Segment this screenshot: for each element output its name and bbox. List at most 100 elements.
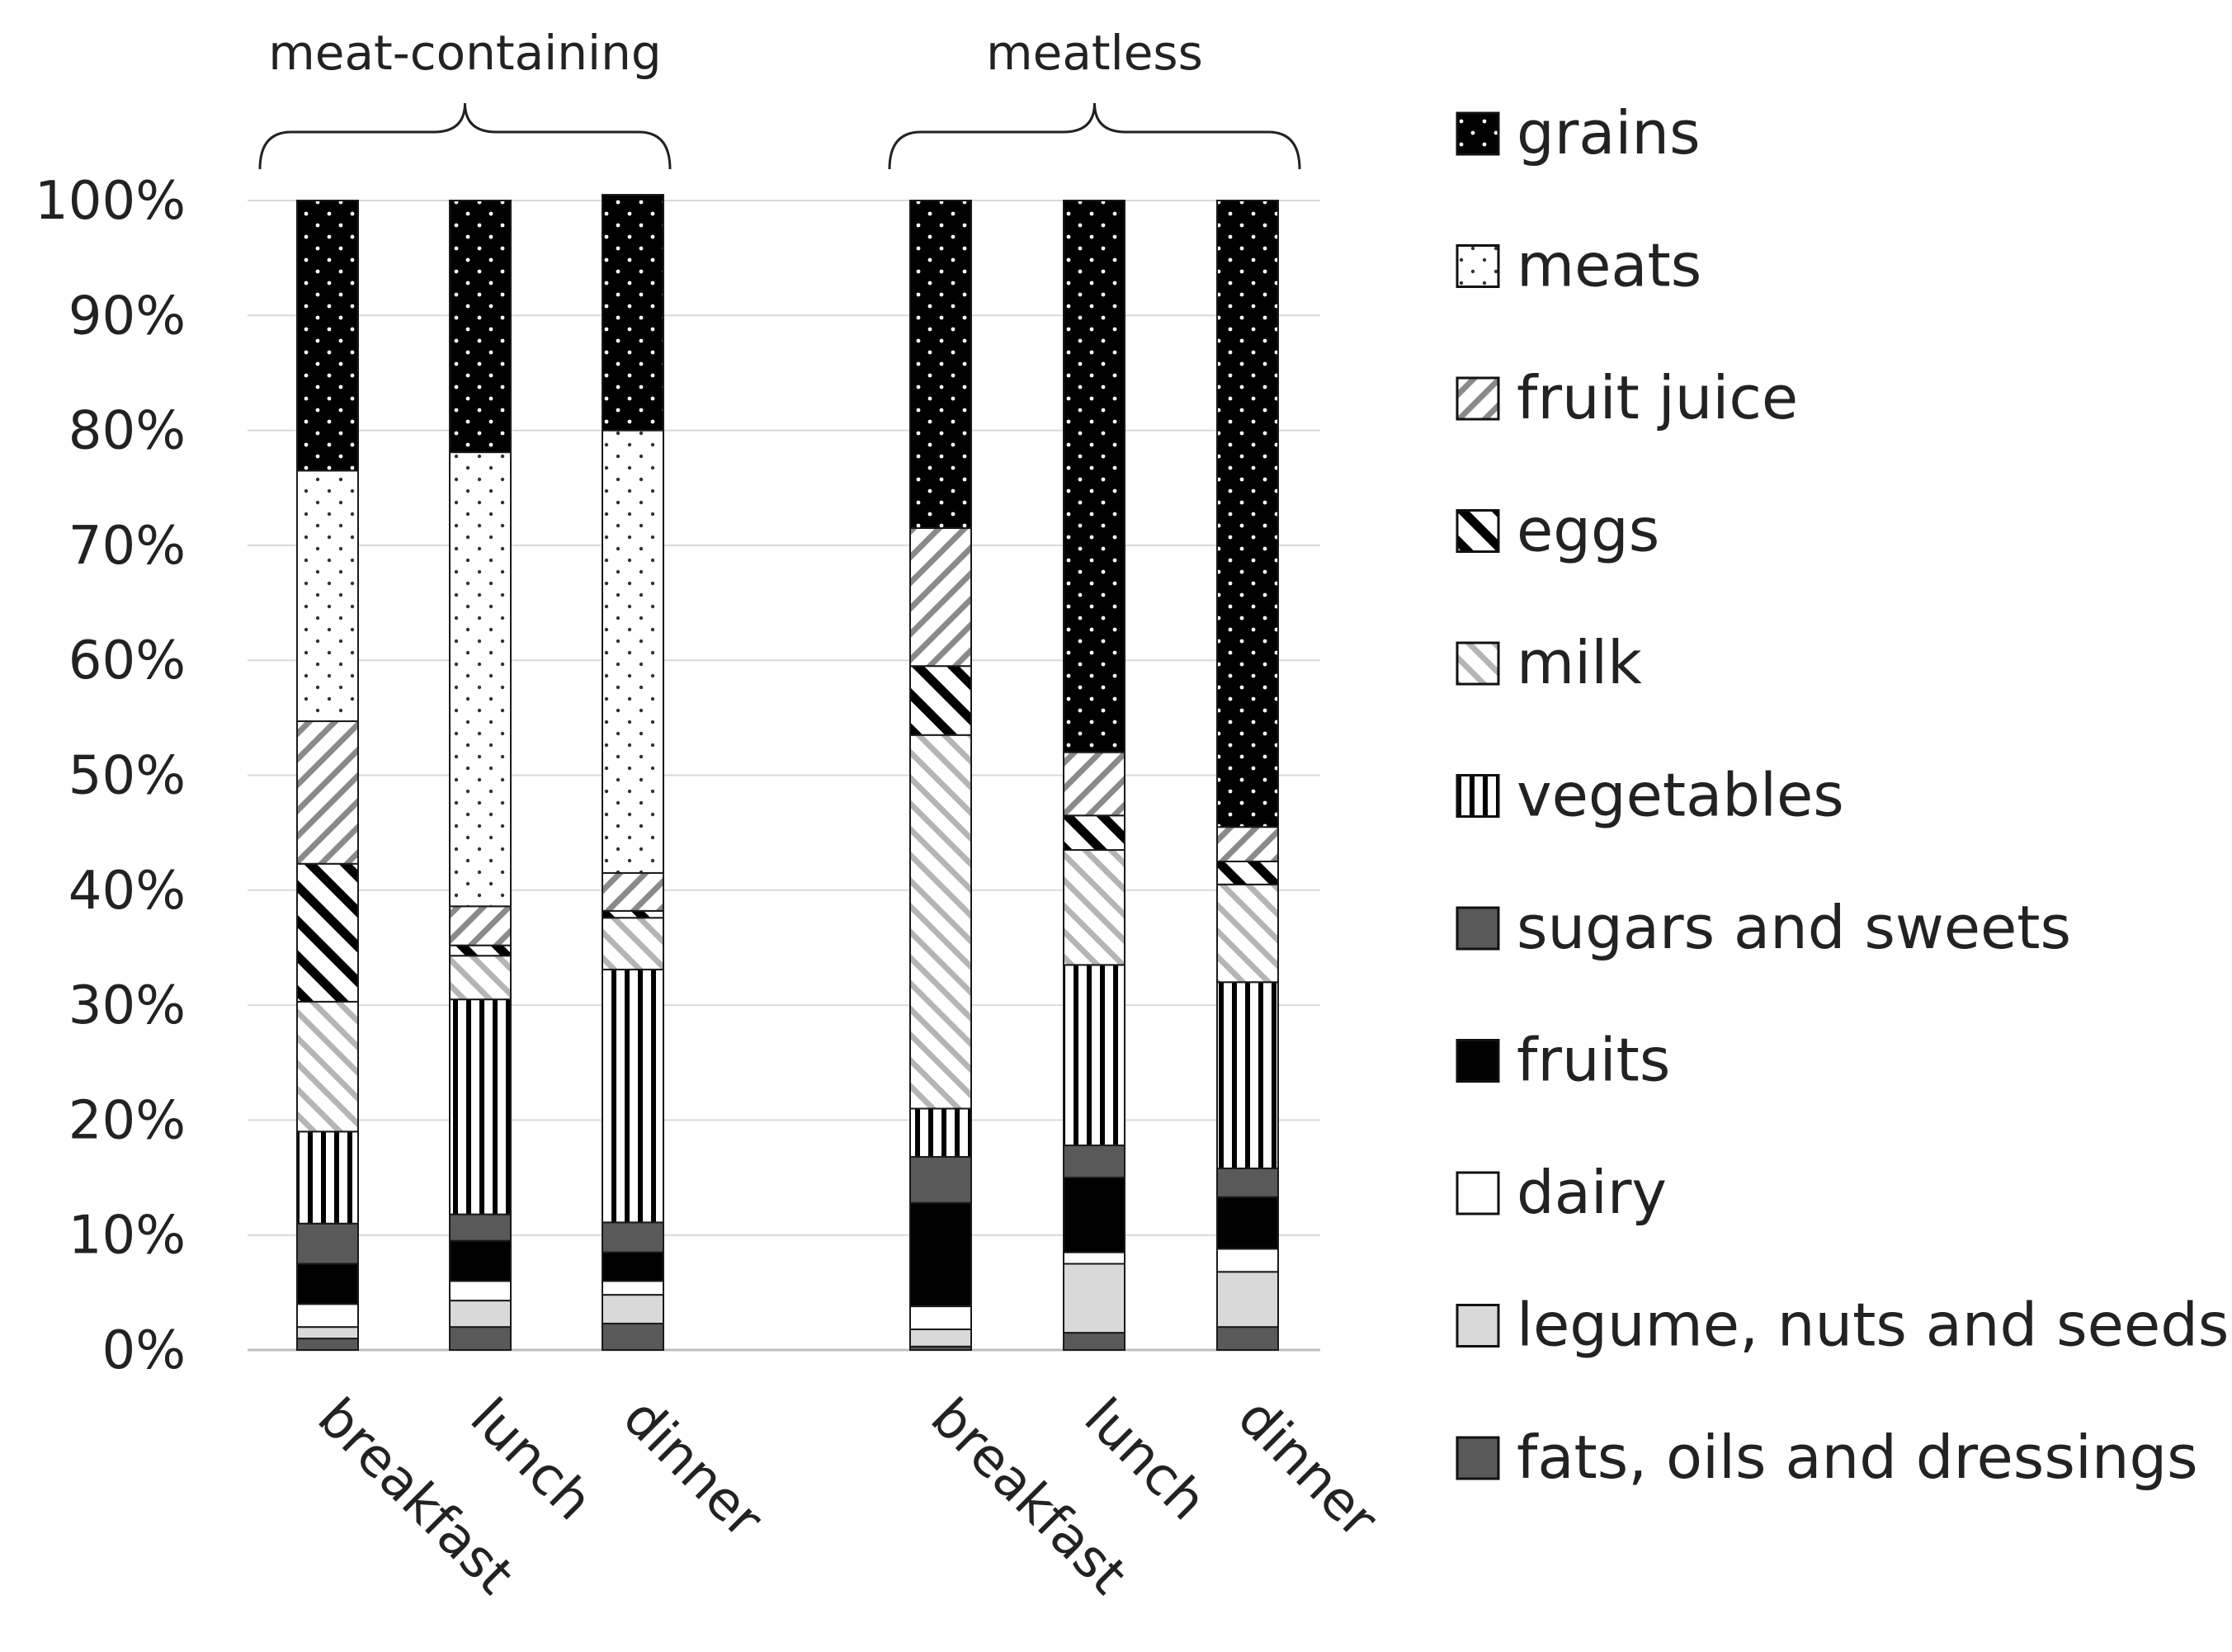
bar-segment-dairy — [1063, 1251, 1125, 1265]
bar-segment-legume-nuts-and-seeds — [1063, 1263, 1125, 1334]
legend-label: legume, nuts and seeds — [1517, 1291, 2229, 1360]
bar-segment-legume-nuts-and-seeds — [1216, 1271, 1279, 1329]
bar-segment-dairy — [449, 1280, 512, 1302]
bar-segment-fruits — [296, 1263, 359, 1305]
y-tick-label: 10% — [68, 1206, 186, 1267]
legend-swatch — [1456, 641, 1500, 686]
bar-segment-dairy — [602, 1280, 664, 1296]
legend-label: milk — [1517, 628, 1642, 697]
legend-label: grains — [1517, 98, 1701, 168]
bar-segment-fruit-juice — [1216, 826, 1279, 862]
legend-label: fats, oils and dressings — [1517, 1423, 2198, 1492]
bar-segment-grains — [449, 200, 512, 454]
bar-segment-grains — [296, 200, 359, 472]
legend-swatch — [1456, 509, 1500, 553]
legend-swatch — [1456, 376, 1500, 421]
bar-segment-fats-oils-and-dressings — [296, 1338, 359, 1351]
bar-segment-vegetables — [1216, 981, 1279, 1169]
bar-stack-breakfast — [296, 200, 359, 1351]
legend-item-fruit-juice: fruit juice — [1456, 363, 1798, 432]
bar-segment-fats-oils-and-dressings — [602, 1322, 664, 1352]
legend-item-dairy: dairy — [1456, 1158, 1667, 1227]
bar-segment-grains — [1216, 200, 1279, 828]
bar-segment-meats — [296, 470, 359, 723]
group-brackets: meat-containing meatless — [258, 25, 1301, 170]
bar-segment-sugars-and-sweets — [909, 1155, 972, 1204]
legend-swatch — [1456, 906, 1500, 951]
bar-segment-fruit-juice — [449, 905, 512, 946]
y-tick-label: 90% — [68, 286, 186, 347]
bar-segment-sugars-and-sweets — [296, 1222, 359, 1265]
bar-segment-eggs — [449, 944, 512, 957]
legend-item-eggs: eggs — [1456, 496, 1659, 565]
x-tick-label: lunch — [459, 1387, 604, 1532]
y-tick-label: 50% — [68, 746, 186, 807]
legend: grains meats fruit juice eggs milk vegetables… — [1456, 98, 2229, 1492]
bar-segment-meats — [449, 451, 512, 908]
bar-segment-vegetables — [1063, 964, 1125, 1147]
bar-segment-legume-nuts-and-seeds — [602, 1294, 664, 1324]
group-label: meatless — [986, 25, 1203, 81]
bar-segment-dairy — [296, 1303, 359, 1329]
bar-segment-fruit-juice — [602, 871, 664, 912]
bar-segment-fruits — [909, 1201, 972, 1308]
legend-item-legume-nuts-and-seeds: legume, nuts and seeds — [1456, 1291, 2229, 1360]
legend-swatch — [1456, 1436, 1500, 1480]
bar-segment-grains — [1063, 200, 1125, 753]
legend-swatch — [1456, 1304, 1500, 1348]
legend-item-grains: grains — [1456, 98, 1701, 168]
y-tick-label: 0% — [101, 1320, 186, 1381]
x-tick-label: dinner — [611, 1387, 775, 1551]
bar-segment-legume-nuts-and-seeds — [296, 1326, 359, 1340]
bars-layer — [296, 194, 1279, 1352]
bar-segment-milk — [602, 917, 664, 970]
bar-segment-milk — [1216, 883, 1279, 984]
bar-segment-eggs — [1063, 814, 1125, 852]
bar-segment-vegetables — [449, 998, 512, 1215]
legend-swatch — [1456, 244, 1500, 288]
legend-swatch — [1456, 1039, 1500, 1083]
bar-segment-dairy — [909, 1305, 972, 1330]
legend-label: dairy — [1517, 1158, 1667, 1227]
bar-segment-milk — [296, 1000, 359, 1133]
legend-item-sugars-and-sweets: sugars and sweets — [1456, 893, 2071, 962]
bar-segment-fats-oils-and-dressings — [449, 1326, 512, 1352]
y-tick-label: 20% — [68, 1090, 186, 1151]
legend-label: meats — [1517, 231, 1701, 300]
legend-swatch — [1456, 111, 1500, 156]
bar-segment-vegetables — [909, 1107, 972, 1158]
bar-segment-fruit-juice — [296, 720, 359, 865]
y-tick-label: 60% — [68, 630, 186, 691]
bar-segment-eggs — [1216, 860, 1279, 885]
bar-stack-lunch — [449, 200, 512, 1352]
x-tick-label: lunch — [1073, 1387, 1218, 1532]
bar-segment-fruits — [602, 1251, 664, 1282]
bar-segment-vegetables — [296, 1130, 359, 1225]
bar-segment-fruit-juice — [1063, 751, 1125, 817]
legend-item-fruits: fruits — [1456, 1026, 1670, 1095]
bar-segment-legume-nuts-and-seeds — [909, 1328, 972, 1348]
bar-segment-fats-oils-and-dressings — [1216, 1326, 1279, 1352]
bar-stack-dinner — [1216, 200, 1279, 1352]
y-tick-label: 100% — [35, 171, 186, 232]
legend-label: eggs — [1517, 496, 1659, 565]
bar-segment-dairy — [1216, 1248, 1279, 1273]
y-tick-label: 70% — [68, 516, 186, 577]
bar-segment-fruits — [1063, 1177, 1125, 1253]
y-tick-label: 30% — [68, 975, 186, 1036]
bar-segment-milk — [909, 734, 972, 1110]
legend-label: vegetables — [1517, 761, 1844, 830]
legend-swatch — [1456, 774, 1500, 818]
grid-layer — [248, 200, 1320, 1352]
legend-item-vegetables: vegetables — [1456, 761, 1844, 830]
bar-segment-milk — [1063, 849, 1125, 966]
bar-segment-meats — [602, 429, 664, 874]
y-tick-label: 80% — [68, 401, 186, 462]
bar-segment-sugars-and-sweets — [1063, 1145, 1125, 1179]
bar-segment-legume-nuts-and-seeds — [449, 1300, 512, 1329]
bar-segment-grains — [602, 194, 664, 432]
legend-item-milk: milk — [1456, 628, 1642, 697]
